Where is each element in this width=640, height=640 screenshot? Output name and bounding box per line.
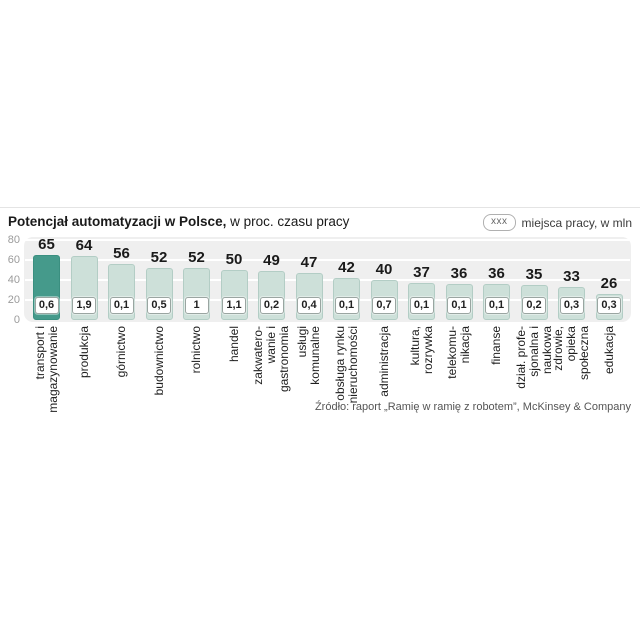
x-axis-label: górnictwo <box>114 326 128 378</box>
bar-value-label: 52 <box>188 249 205 266</box>
bar-value-label: 36 <box>488 265 505 282</box>
x-axis-label: rolnictwo <box>189 326 203 374</box>
y-axis-tick: 80 <box>7 234 20 246</box>
gridline <box>25 259 630 261</box>
bar-value-label: 42 <box>338 259 355 276</box>
bar-value-label: 49 <box>263 252 280 269</box>
gridline <box>25 299 630 301</box>
bar-value-label: 65 <box>38 236 55 253</box>
chart-title-bold: Potencjał automatyzacji w Polsce, <box>8 214 227 229</box>
x-axis-label: telekomu-nikacja <box>445 326 472 379</box>
x-axis-label: budownictwo <box>151 326 166 396</box>
x-axis-label: usługi komunalne <box>295 326 322 385</box>
legend: xxx miejsca pracy, w mln <box>483 214 632 231</box>
bar-jobs-badge: 0,6 <box>34 297 59 314</box>
x-axis-label: handel <box>226 326 241 363</box>
x-axis-label: edukacja <box>601 326 616 375</box>
x-axis-label: finanse <box>489 326 503 365</box>
bar-value-label: 33 <box>563 268 580 285</box>
bar-jobs-badge: 0,1 <box>109 297 134 314</box>
bar-jobs-badge: 0,1 <box>334 297 359 314</box>
bar-jobs-badge: 1,1 <box>222 297 246 314</box>
bar-value-label: 37 <box>413 264 430 281</box>
source-note: Źródło: raport „Ramię w ramię z robotem”… <box>314 401 631 413</box>
gridline <box>25 239 630 241</box>
x-axis-label: kultura, rozrywka <box>407 326 435 375</box>
bar-jobs-badge: 0,7 <box>372 297 396 314</box>
x-axis-label: transport i magazynowanie <box>32 326 60 413</box>
x-axis-label: administracja <box>376 326 391 397</box>
legend-value-chip: xxx <box>483 214 516 231</box>
bar-value-label: 35 <box>525 266 543 283</box>
legend-label: miejsca pracy, w mln <box>521 215 632 230</box>
bar-jobs-badge: 0,3 <box>597 297 621 314</box>
chart-header: Potencjał automatyzacji w Polsce, w proc… <box>8 214 632 234</box>
y-axis-tick: 60 <box>7 254 20 266</box>
bar-value-label: 26 <box>600 275 618 292</box>
bar-value-label: 50 <box>225 251 243 268</box>
y-axis-tick: 0 <box>13 314 20 326</box>
top-divider <box>0 207 640 208</box>
x-axis-label: dział. profe-sjonalna i naukowa <box>513 326 554 389</box>
bar-jobs-badge: 0,4 <box>297 297 321 314</box>
bar-jobs-badge: 1,9 <box>72 297 96 314</box>
bar-jobs-badge: 0,2 <box>522 297 546 314</box>
bar-jobs-badge: 0,1 <box>484 297 509 314</box>
gridline <box>25 279 630 281</box>
bar-jobs-badge: 0,1 <box>409 297 434 314</box>
bar-jobs-badge: 0,3 <box>559 297 584 314</box>
bar-value-label: 47 <box>300 254 318 271</box>
bar-value-label: 64 <box>75 237 93 254</box>
bar-jobs-badge: 0,5 <box>147 297 171 314</box>
x-axis-label: zdrowie, opieka społeczna <box>551 326 591 381</box>
bar-value-label: 36 <box>450 265 468 282</box>
bar-jobs-badge: 0,2 <box>259 297 284 314</box>
bar-jobs-badge: 0,1 <box>447 297 471 314</box>
bar-value-label: 52 <box>150 249 168 266</box>
bar-value-label: 40 <box>375 261 393 278</box>
x-axis-label: obsługa rynku nieruchomości <box>332 326 360 404</box>
y-axis-tick: 20 <box>7 294 20 306</box>
y-axis-tick: 40 <box>7 274 20 286</box>
x-axis-label: zakwatero-wanie i gastronomia <box>251 326 291 393</box>
chart-title-sub: w proc. czasu pracy <box>226 214 350 229</box>
bar-value-label: 56 <box>113 245 130 262</box>
bar-jobs-badge: 1 <box>184 297 209 314</box>
x-axis-label: produkcja <box>76 326 91 379</box>
chart-title: Potencjał automatyzacji w Polsce, w proc… <box>8 214 349 229</box>
